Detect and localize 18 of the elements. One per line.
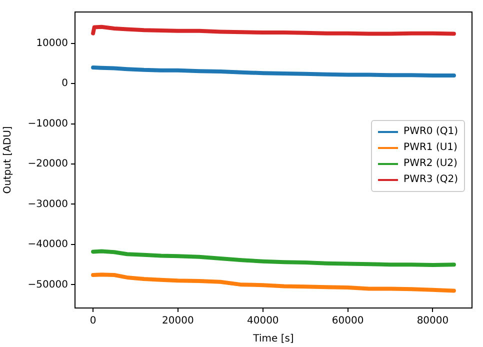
legend-label: PWR1 (U1) — [404, 141, 458, 155]
y-tick-label: −40000 — [28, 239, 68, 250]
legend-label: PWR2 (U2) — [404, 157, 458, 171]
x-tick-label: 0 — [90, 316, 96, 327]
x-tick-label: 20000 — [162, 316, 194, 327]
legend-label: PWR0 (Q1) — [404, 125, 458, 139]
x-axis-title: Time [s] — [252, 334, 294, 345]
x-tick-label: 60000 — [332, 316, 364, 327]
y-tick-label: −30000 — [28, 198, 68, 210]
y-axis-title: Output [ADU] — [2, 126, 14, 194]
x-tick-label: 80000 — [416, 316, 449, 327]
y-tick-label: 0 — [62, 78, 68, 90]
x-tick-label: 40000 — [246, 316, 279, 327]
y-tick-label: −50000 — [28, 279, 68, 290]
y-tick-label: 10000 — [36, 38, 68, 49]
y-tick-label: −20000 — [28, 158, 68, 170]
legend-label: PWR3 (Q2) — [404, 173, 458, 187]
y-tick-label: −10000 — [28, 118, 68, 130]
